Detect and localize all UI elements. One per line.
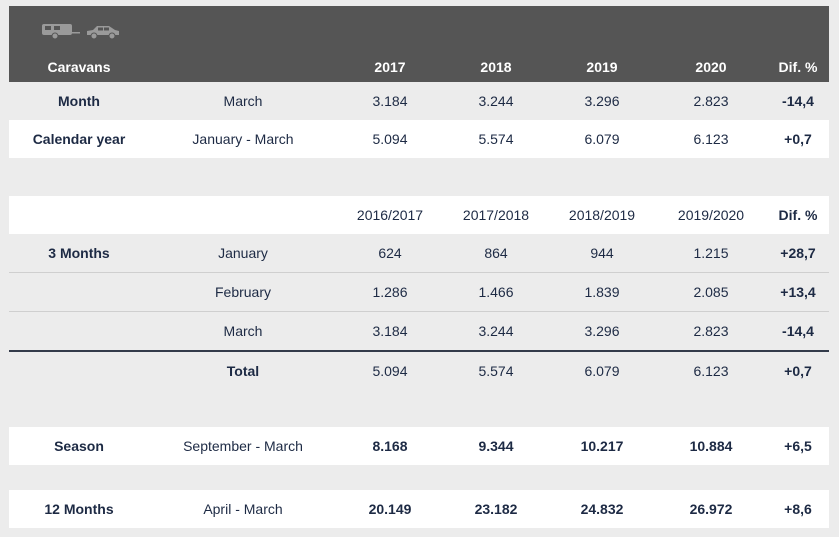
row-label: 12 Months xyxy=(44,501,114,517)
car-icon xyxy=(87,26,119,40)
header-year: 2020 xyxy=(695,59,727,75)
row-value: 26.972 xyxy=(689,501,733,517)
row-value: 5.574 xyxy=(478,363,514,379)
row-period: March xyxy=(223,323,263,339)
row-value: 3.244 xyxy=(478,93,514,109)
header-year: 2017 xyxy=(374,59,406,75)
row-value: 10.884 xyxy=(689,438,733,454)
row-period: January - March xyxy=(192,131,294,147)
row-value: 5.094 xyxy=(372,363,408,379)
row-label: Season xyxy=(54,438,104,454)
row-period: January xyxy=(218,245,268,261)
twelve-months-row: 12 Months April - March 20.149 23.182 24… xyxy=(9,490,829,528)
row-dif: -14,4 xyxy=(782,323,814,339)
header-season: 2018/2019 xyxy=(568,207,636,223)
row-value: 944 xyxy=(590,245,614,261)
row-label: Calendar year xyxy=(32,131,126,147)
season-row: Season September - March 8.168 9.344 10.… xyxy=(9,427,829,465)
row-value: 10.217 xyxy=(580,438,624,454)
row-value: 6.123 xyxy=(693,363,729,379)
row-value: 6.079 xyxy=(584,363,620,379)
row-label: Month xyxy=(58,93,100,109)
spacer xyxy=(9,390,829,427)
table-row: March 3.184 3.244 3.296 2.823 -14,4 xyxy=(9,311,829,350)
row-value: 6.123 xyxy=(693,131,729,147)
row-label: 3 Months xyxy=(48,245,110,261)
row-value: 3.244 xyxy=(478,323,514,339)
row-dif: +0,7 xyxy=(784,131,812,147)
spacer xyxy=(9,158,829,196)
row-value: 3.184 xyxy=(372,323,408,339)
row-value: 24.832 xyxy=(580,501,624,517)
row-value: 20.149 xyxy=(368,501,412,517)
row-dif: +28,7 xyxy=(780,245,816,261)
row-value: 1.215 xyxy=(693,245,729,261)
header-season: 2017/2018 xyxy=(462,207,530,223)
caravan-registrations-table: Caravans 2017 2018 2019 2020 Dif. % Mont… xyxy=(9,6,829,528)
header-dif: Dif. % xyxy=(778,207,818,223)
row-value: 2.085 xyxy=(693,284,729,300)
caravan-icon xyxy=(42,24,80,40)
row-value: 3.184 xyxy=(372,93,408,109)
row-value: 624 xyxy=(378,245,402,261)
row-dif: +0,7 xyxy=(784,363,812,379)
table-header: Caravans 2017 2018 2019 2020 Dif. % xyxy=(9,6,829,82)
row-value: 1.839 xyxy=(584,284,620,300)
row-value: 8.168 xyxy=(372,438,408,454)
row-value: 864 xyxy=(484,245,508,261)
row-dif: +13,4 xyxy=(780,284,816,300)
row-dif: -14,4 xyxy=(782,93,814,109)
row-value: 9.344 xyxy=(478,438,514,454)
table-row: Calendar year January - March 5.094 5.57… xyxy=(9,120,829,158)
table-title: Caravans xyxy=(47,59,111,75)
row-value: 1.466 xyxy=(478,284,514,300)
header-season: 2019/2020 xyxy=(677,207,745,223)
header-dif: Dif. % xyxy=(778,59,818,75)
row-value: 6.079 xyxy=(584,131,620,147)
header-year: 2018 xyxy=(480,59,512,75)
vehicle-icons xyxy=(41,22,121,40)
header-season: 2016/2017 xyxy=(356,207,424,223)
total-label: Total xyxy=(226,363,260,379)
row-dif: +6,5 xyxy=(784,438,812,454)
spacer xyxy=(9,465,829,490)
season-header-row: 2016/2017 2017/2018 2018/2019 2019/2020 … xyxy=(9,196,829,234)
header-year: 2019 xyxy=(586,59,618,75)
row-value: 2.823 xyxy=(693,323,729,339)
row-value: 5.094 xyxy=(372,131,408,147)
row-period: February xyxy=(214,284,272,300)
row-value: 3.296 xyxy=(584,323,620,339)
row-period: April - March xyxy=(203,501,283,517)
total-row: Total 5.094 5.574 6.079 6.123 +0,7 xyxy=(9,350,829,390)
row-value: 1.286 xyxy=(372,284,408,300)
row-value: 23.182 xyxy=(474,501,518,517)
row-dif: +8,6 xyxy=(784,501,812,517)
row-period: September - March xyxy=(183,438,303,454)
table-row: Month March 3.184 3.244 3.296 2.823 -14,… xyxy=(9,82,829,120)
row-value: 3.296 xyxy=(584,93,620,109)
table-row: 3 Months January 624 864 944 1.215 +28,7 xyxy=(9,234,829,272)
row-value: 2.823 xyxy=(693,93,729,109)
table-row: February 1.286 1.466 1.839 2.085 +13,4 xyxy=(9,272,829,311)
row-value: 5.574 xyxy=(478,131,514,147)
row-period: March xyxy=(223,93,263,109)
